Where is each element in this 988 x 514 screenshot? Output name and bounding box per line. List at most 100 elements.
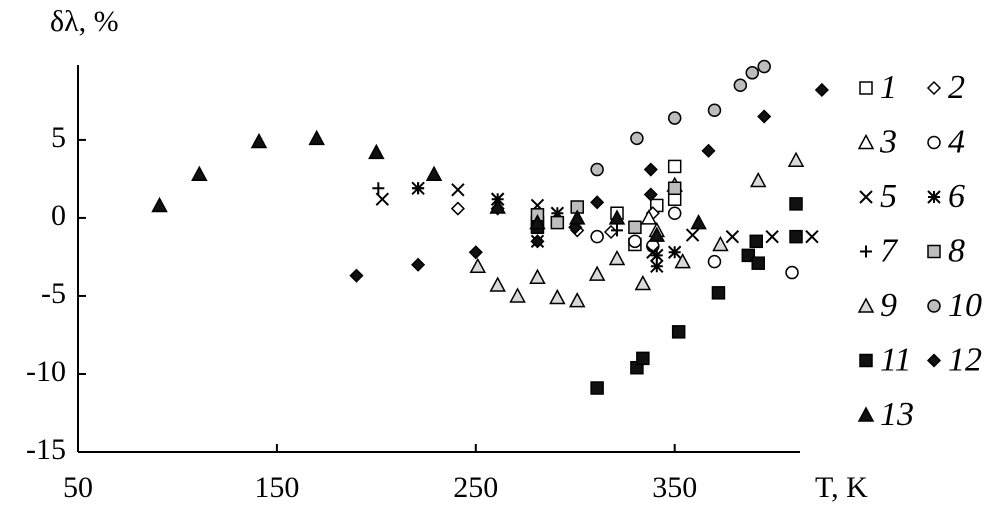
point [550,215,565,230]
point [530,234,545,249]
legend-marker [857,297,875,313]
legend-label: 6 [948,178,965,215]
x-tick-label: 150 [254,471,299,504]
point [674,253,691,269]
point [636,351,650,366]
point [650,248,664,263]
point [707,103,722,118]
legend-label: 5 [880,178,897,215]
x-tick-label: 50 [63,471,93,504]
point [741,248,756,263]
point [608,209,626,225]
point [711,286,726,300]
point [805,229,819,244]
x-tick-label: 250 [453,471,498,504]
legend-marker [857,133,875,150]
legend-marker [927,135,941,150]
point [611,224,624,237]
legend-marker [859,81,873,95]
point [745,66,760,80]
point [789,197,803,211]
point [590,381,604,395]
legend-label: 7 [880,232,899,269]
point [707,254,722,269]
y-tick-label: -10 [26,355,66,388]
point [628,220,642,235]
point [643,162,658,177]
point [451,183,465,197]
point [411,257,426,272]
point [368,143,385,160]
point [634,274,652,291]
point [667,245,682,259]
legend-label: 9 [880,287,897,324]
point [450,201,465,216]
point [412,182,425,195]
legend-marker [927,244,941,259]
point [349,268,364,283]
point [667,206,682,220]
legend-label: 11 [880,341,911,378]
point [643,187,658,202]
point [685,228,700,242]
point [733,78,748,93]
legend-label: 12 [948,341,982,378]
legend-label: 13 [880,396,914,433]
point [425,165,443,181]
point [785,265,799,280]
legend-marker [857,406,875,422]
point [640,209,658,225]
point [469,257,487,274]
legend-label: 3 [879,123,897,160]
legend-label: 4 [948,123,965,160]
legend-label: 2 [948,69,965,106]
point [648,226,666,242]
x-tick-label: 350 [652,471,697,504]
point [749,171,767,188]
y-tick-label: 5 [51,121,66,154]
point [590,162,604,177]
point [308,129,325,146]
legend-label: 8 [948,232,965,269]
legend-label: 10 [948,287,982,324]
point [191,165,208,181]
point [671,325,686,339]
point [590,229,604,244]
point [529,268,546,284]
point [489,198,506,214]
point [568,292,586,308]
point [712,235,729,252]
y-tick-label: -5 [41,277,66,310]
point [789,229,803,244]
point [630,131,644,146]
point [765,229,779,244]
point [549,288,566,305]
point [489,276,506,292]
point [757,109,772,124]
point [814,82,829,98]
point [590,195,605,210]
legend-label: 1 [880,69,897,106]
point [151,196,168,213]
point [667,111,682,125]
point [375,192,390,206]
point [701,143,716,158]
legend-marker [926,80,942,96]
y-axis-label: δλ, % [50,5,119,38]
point [588,265,606,281]
point [667,159,682,174]
x-axis-label: T, K [815,471,868,504]
point [650,259,664,274]
legend-marker [926,353,942,368]
point [690,214,707,230]
legend-marker [927,190,941,204]
point [250,132,268,149]
point [751,256,765,270]
legend-marker [860,245,872,258]
point [603,224,619,240]
point [787,151,805,167]
y-tick-label: 0 [51,199,66,232]
point [667,181,682,196]
